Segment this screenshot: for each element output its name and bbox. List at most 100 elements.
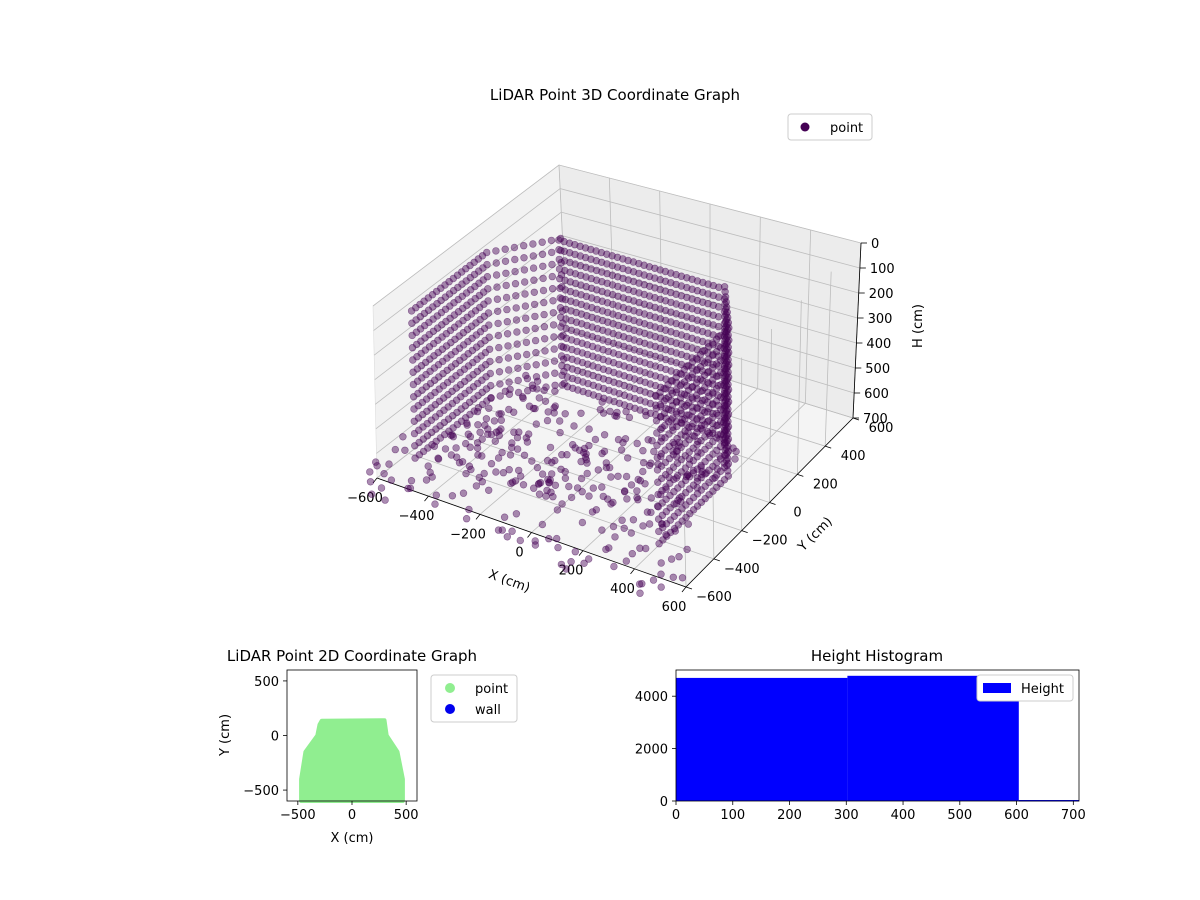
y-tick-label-3d: 600: [869, 421, 894, 436]
point-3d: [682, 501, 690, 509]
point-3d: [635, 279, 643, 287]
point-3d: [669, 414, 677, 422]
x-tick-label-3d: −400: [399, 509, 435, 524]
z-tick-label-3d: 600: [864, 387, 889, 402]
point-3d: [503, 318, 511, 326]
point-3d: [498, 526, 506, 534]
point-3d: [540, 310, 548, 319]
point-3d: [709, 462, 717, 471]
point-3d: [581, 453, 590, 461]
point-3d: [713, 446, 721, 454]
point-3d: [673, 459, 682, 467]
point-3d: [587, 255, 595, 263]
ticks-2d: −500 0 500 −500 0 500: [243, 675, 418, 823]
point-3d: [545, 534, 553, 543]
point-3d: [628, 549, 636, 558]
point-3d: [666, 504, 674, 512]
point-3d: [409, 380, 418, 389]
point-3d: [709, 438, 717, 446]
point-3d: [505, 378, 513, 386]
point-3d: [627, 481, 636, 489]
point-3d: [680, 378, 689, 386]
point-3d: [567, 557, 575, 566]
point-3d: [497, 410, 505, 418]
point-3d: [708, 376, 717, 384]
point-3d: [596, 405, 604, 414]
point-3d: [584, 555, 593, 563]
point-3d: [505, 366, 513, 374]
plot-frame-histogram: [675, 669, 1080, 802]
point-3d: [705, 441, 713, 450]
point-3d: [541, 359, 550, 367]
point-3d: [594, 466, 602, 474]
point-3d: [654, 515, 663, 523]
x-tick-label-3d: −600: [347, 491, 383, 506]
point-3d: [668, 401, 677, 410]
point-3d: [589, 484, 597, 492]
point-3d: [481, 421, 489, 429]
point-3d: [672, 500, 681, 508]
y-tick-label-3d: 200: [813, 477, 838, 492]
point-3d: [563, 451, 571, 459]
point-3d: [441, 445, 450, 453]
point-3d: [709, 475, 717, 483]
point-3d: [458, 458, 467, 466]
point-3d: [504, 354, 513, 362]
point-3d: [557, 465, 565, 473]
point-3d: [700, 359, 709, 367]
point-3d: [492, 271, 501, 279]
point-3d: [674, 508, 682, 517]
point-3d: [725, 324, 733, 332]
point-3d: [657, 570, 665, 578]
point-3d: [519, 481, 528, 489]
point-3d: [685, 411, 693, 419]
point-3d: [684, 428, 692, 436]
x-axis-label-3d: X (cm): [486, 567, 532, 596]
point-3d: [491, 437, 499, 445]
point-3d: [496, 392, 504, 400]
point-3d: [380, 470, 388, 478]
point-3d: [636, 544, 644, 552]
point-3d: [705, 417, 713, 425]
point-3d: [550, 345, 558, 353]
point-3d: [531, 324, 539, 333]
point-3d: [642, 411, 650, 420]
point-3d: [713, 471, 721, 479]
point-3d: [530, 300, 539, 309]
point-3d: [669, 475, 678, 484]
point-3d: [673, 422, 681, 431]
point-3d: [658, 523, 667, 532]
point-3d: [535, 479, 543, 488]
point-3d: [485, 486, 493, 494]
y-tick-label-2d: 500: [254, 675, 279, 690]
point-3d: [548, 272, 556, 281]
x-tick-label-2d: 0: [348, 808, 356, 823]
point-3d: [571, 547, 579, 556]
point-3d: [622, 472, 631, 481]
point-3d: [410, 393, 418, 401]
point-3d: [731, 455, 739, 463]
point-3d: [635, 580, 644, 588]
point-3d: [696, 363, 705, 371]
point-3d: [540, 298, 548, 307]
point-3d: [652, 404, 660, 413]
point-3d: [661, 458, 670, 467]
point-3d: [612, 412, 621, 420]
point-3d: [681, 464, 690, 472]
point-3d: [677, 418, 685, 427]
point-3d: [410, 405, 418, 413]
point-3d: [520, 451, 529, 459]
point-3d: [660, 384, 668, 393]
point-3d: [725, 336, 733, 344]
y-tick-label-2d: −500: [243, 784, 279, 799]
point-3d: [709, 487, 717, 495]
point-3d: [658, 487, 666, 495]
point-3d: [689, 481, 698, 489]
point-3d: [644, 436, 652, 444]
point-3d: [662, 507, 670, 516]
legend-2d-marker-wall: [445, 704, 455, 714]
point-3d: [677, 443, 685, 451]
point-3d: [724, 410, 733, 418]
point-3d: [660, 397, 668, 405]
point-3d: [611, 533, 619, 541]
